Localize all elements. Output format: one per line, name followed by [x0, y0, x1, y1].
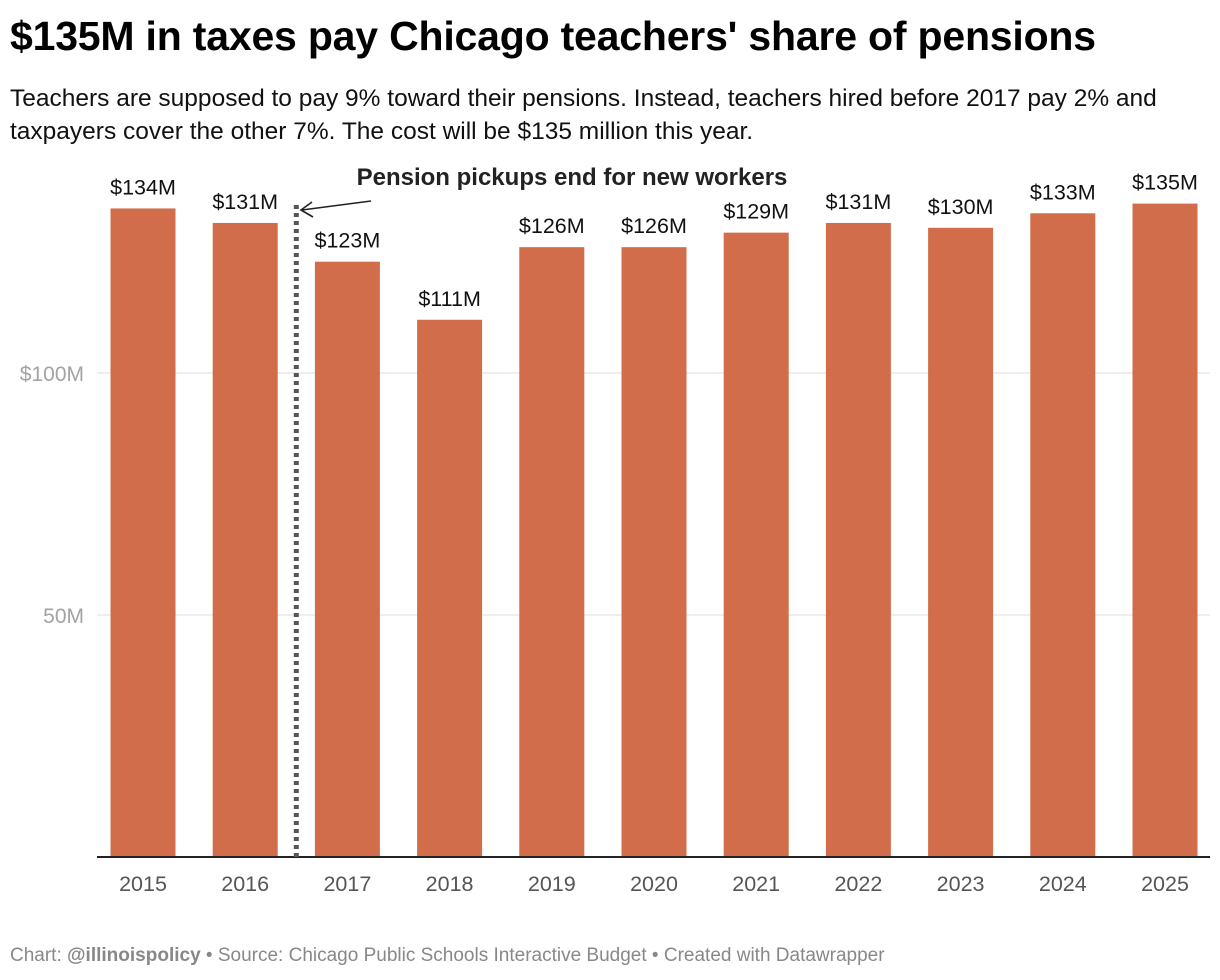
footer-prefix: Chart:: [10, 945, 68, 966]
chart-subtitle: Teachers are supposed to pay 9% toward t…: [10, 85, 1157, 145]
bar-chart-svg: 50M$100M $134M$131M$123M$111M$126M $126M$…: [20, 164, 1210, 896]
bar-chart: 50M $100M $134M $131M $123M $111M $126M $126M $…: [0, 150, 1220, 910]
x-tick-label: 2018: [426, 872, 474, 896]
data-label: $129M: [723, 200, 789, 224]
data-label: $135M: [1132, 171, 1198, 195]
x-tick-label: 2020: [630, 872, 678, 896]
bar: [928, 227, 994, 858]
x-axis: 2015 2016 2017 2018 2019 2020 2021 2022 2023 2024…: [97, 856, 1210, 896]
bar: [723, 232, 789, 857]
chart-title: $135M in taxes pay Chicago teachers' sha…: [10, 13, 1096, 59]
bar: [212, 222, 278, 858]
x-tick-label: 2021: [732, 872, 780, 896]
y-tick-label: 50M: [43, 605, 84, 628]
data-label: $111M: [418, 287, 481, 311]
x-tick-label: 2017: [323, 872, 371, 896]
y-tick-label: $100M: [20, 363, 84, 386]
x-tick-label: 2016: [221, 872, 269, 896]
data-label: $123M: [315, 229, 381, 253]
x-tick-label: 2015: [119, 872, 167, 896]
data-labels: $134M $131M $123M $111M $126M $126M $129M $131M…: [110, 171, 1198, 311]
annotation-arrow-head: [299, 201, 314, 218]
annotation-arrow-line: [301, 200, 372, 211]
data-label: $130M: [928, 195, 994, 219]
bar: [825, 222, 891, 858]
bar: [417, 319, 483, 857]
data-label: $131M: [212, 190, 278, 214]
bar: [621, 247, 687, 857]
x-tick-label: 2023: [937, 872, 985, 896]
footer-source: • Source: Chicago Public Schools Interac…: [200, 945, 885, 966]
x-tick-label: 2019: [528, 872, 576, 896]
annotation: Pension pickups end for new workers: [293, 164, 788, 857]
data-label: $131M: [826, 190, 892, 214]
x-tick-label: 2025: [1141, 872, 1189, 896]
annotation-label: Pension pickups end for new workers: [357, 164, 788, 191]
x-tick-label: 2024: [1039, 872, 1087, 896]
bar: [314, 261, 380, 857]
x-tick-label: 2022: [834, 872, 882, 896]
bar: [519, 247, 585, 857]
data-label: $134M: [110, 175, 176, 199]
bar: [110, 208, 176, 857]
data-label: $126M: [621, 214, 687, 238]
data-label: $126M: [519, 214, 585, 238]
footer-handle-link[interactable]: @illinoispolicy: [67, 945, 201, 966]
bar: [1132, 203, 1198, 858]
chart-footer: Chart: @illinoispolicy • Source: Chicago…: [10, 944, 885, 968]
bar: [1030, 213, 1096, 857]
bars: [110, 203, 1198, 858]
data-label: $133M: [1030, 180, 1096, 204]
